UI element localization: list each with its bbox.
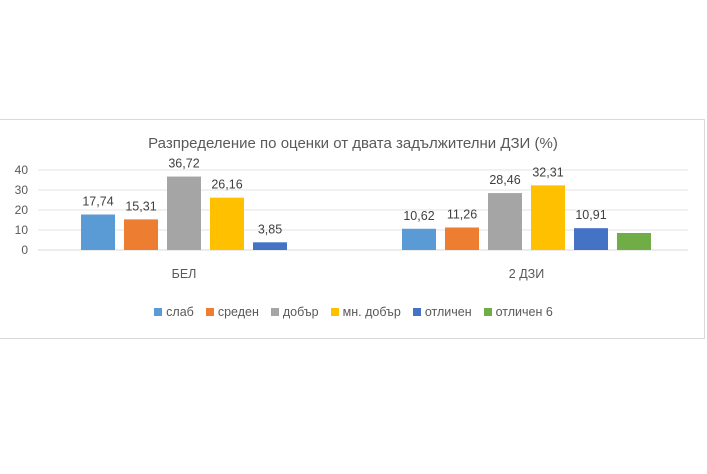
legend-label: добър bbox=[282, 305, 319, 319]
bar-отличен-0 bbox=[253, 242, 287, 250]
legend-label: отличен bbox=[424, 305, 472, 319]
bar-мндобър-1 bbox=[531, 185, 565, 250]
data-label: 26,16 bbox=[211, 178, 242, 192]
bar-добър-1 bbox=[488, 193, 522, 250]
legend-swatch bbox=[205, 308, 214, 316]
legend-label: слаб bbox=[166, 305, 194, 319]
legend-item: мн. добър bbox=[330, 305, 401, 319]
bar-слаб-0 bbox=[81, 214, 115, 250]
legend: слаб среден добър мн. добър отличен отличен 6 bbox=[0, 305, 707, 319]
legend-item: слаб bbox=[154, 305, 194, 319]
legend-item: добър bbox=[270, 305, 319, 319]
data-label: 32,31 bbox=[532, 165, 563, 179]
y-tick-label: 0 bbox=[21, 243, 28, 257]
data-label: 17,74 bbox=[82, 195, 113, 209]
bar-отличен6-1 bbox=[617, 233, 651, 250]
y-tick-label: 10 bbox=[15, 223, 29, 237]
category-label: БЕЛ bbox=[172, 267, 197, 281]
bars bbox=[81, 176, 651, 250]
legend-item: отличен bbox=[412, 305, 472, 319]
bar-слаб-1 bbox=[402, 228, 436, 250]
data-label: 15,31 bbox=[125, 199, 156, 213]
y-axis: 0 10 20 30 40 bbox=[15, 163, 29, 257]
legend-item: среден bbox=[205, 305, 259, 319]
legend-swatch bbox=[412, 308, 421, 316]
legend-swatch bbox=[330, 308, 339, 316]
bar-среден-0 bbox=[124, 219, 158, 250]
data-labels: 17,74 15,31 36,72 26,16 3,85 10,62 11,26 28,46 3… bbox=[82, 157, 606, 237]
legend-label: среден bbox=[217, 305, 259, 319]
legend-swatch bbox=[154, 308, 163, 316]
data-label: 10,62 bbox=[403, 209, 434, 223]
chart-title: Разпределение по оценки от двата задължи… bbox=[148, 135, 558, 152]
category-label: 2 ДЗИ bbox=[509, 267, 544, 281]
x-axis: БЕЛ 2 ДЗИ bbox=[172, 267, 545, 281]
legend-swatch bbox=[270, 308, 279, 316]
bar-среден-1 bbox=[445, 227, 479, 250]
legend-item: отличен 6 bbox=[483, 305, 553, 319]
y-tick-label: 40 bbox=[15, 163, 29, 177]
data-label: 3,85 bbox=[258, 222, 282, 236]
data-label: 28,46 bbox=[489, 173, 520, 187]
bar-отличен-1 bbox=[574, 228, 608, 250]
y-tick-label: 30 bbox=[15, 183, 29, 197]
data-label: 10,91 bbox=[575, 208, 606, 222]
data-label: 11,26 bbox=[447, 207, 477, 221]
legend-label: отличен 6 bbox=[495, 305, 553, 319]
bar-мндобър-0 bbox=[210, 197, 244, 250]
legend-swatch bbox=[483, 308, 492, 316]
bar-добър-0 bbox=[167, 176, 201, 250]
y-tick-label: 20 bbox=[15, 203, 29, 217]
legend-label: мн. добър bbox=[342, 305, 401, 319]
data-label: 36,72 bbox=[168, 157, 199, 171]
